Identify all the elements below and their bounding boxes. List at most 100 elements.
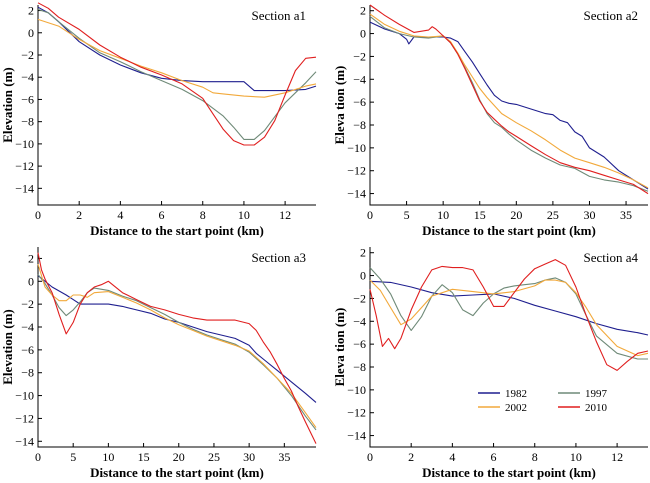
y-tick-label: −2 [353, 49, 366, 63]
axis-frame [37, 247, 316, 448]
y-tick-label: 0 [360, 269, 366, 283]
y-tick-label: −8 [353, 360, 366, 374]
x-tick-label: 10 [437, 208, 449, 222]
y-tick-label: −4 [21, 70, 34, 84]
x-tick-label: 35 [620, 208, 632, 222]
panel-title: Section a4 [583, 250, 638, 265]
x-tick-label: 0 [367, 208, 373, 222]
x-tick-label: 10 [102, 450, 114, 464]
y-tick-label: −4 [21, 320, 34, 334]
series-line-2010 [37, 2, 317, 146]
chart-panel-3: 0 5 10 15 20 25 30 3520−2−4−6−8−10−12−14Distanc… [0, 247, 317, 480]
y-tick-label: −4 [353, 314, 366, 328]
panel-title: Section a3 [251, 250, 306, 265]
y-tick-label: −6 [21, 343, 34, 357]
x-tick-label: 6 [159, 208, 165, 222]
y-tick-label: −2 [353, 291, 366, 305]
series-line-2010 [37, 252, 317, 444]
x-tick-label: 8 [200, 208, 206, 222]
series-line-2002 [37, 18, 317, 98]
axis-frame [37, 5, 316, 206]
y-tick-label: −10 [15, 137, 34, 151]
chart-panel-1: 0 2 4 6 8 10 12 2 0 −2 −4 −6 −8 −10 −12 −14 Distance to … [0, 2, 317, 238]
y-tick-label: −10 [347, 383, 366, 397]
x-tick-label: 25 [208, 450, 220, 464]
x-tick-label: 35 [278, 450, 290, 464]
axis-frame [369, 247, 648, 448]
y-axis-label: Elevation (m) [0, 309, 15, 384]
legend-label-1997: 1997 [585, 388, 608, 400]
x-tick-label: 10 [238, 208, 250, 222]
x-tick-label: 15 [474, 208, 486, 222]
series-line-2010 [369, 259, 649, 371]
y-tick-label: −12 [347, 406, 366, 420]
x-tick-label: 4 [117, 208, 123, 222]
x-axis-label: Distance to the start point (km) [90, 465, 264, 480]
series-line-1982 [369, 280, 649, 336]
x-tick-label: 5 [70, 450, 76, 464]
x-tick-label: 25 [547, 208, 559, 222]
x-tick-label: 2 [408, 450, 414, 464]
y-tick-label: −14 [15, 181, 34, 195]
y-tick-label: −2 [21, 48, 34, 62]
y-tick-label: −6 [353, 95, 366, 109]
x-tick-label: 10 [570, 450, 582, 464]
x-tick-label: 0 [35, 208, 41, 222]
y-tick-label: −2 [21, 297, 34, 311]
y-tick-label: −12 [15, 159, 34, 173]
y-tick-label: 2 [28, 4, 34, 18]
y-tick-label: −6 [353, 337, 366, 351]
y-tick-label: 2 [28, 251, 34, 265]
y-axis-label: Eleva tion (m) [332, 308, 347, 387]
y-tick-label: 2 [360, 246, 366, 260]
series-line-1997 [37, 8, 317, 140]
y-axis-label: Eleva tion (m) [332, 66, 347, 145]
series-line-2002 [369, 13, 649, 189]
series-line-2002 [369, 279, 649, 357]
legend-label-2010: 2010 [585, 402, 608, 414]
panel-title: Section a2 [583, 8, 638, 23]
y-tick-label: 0 [360, 27, 366, 41]
y-tick-label: 2 [360, 4, 366, 18]
x-tick-label: 20 [173, 450, 185, 464]
y-tick-label: −14 [347, 429, 366, 443]
x-tick-label: 12 [611, 450, 623, 464]
y-tick-label: −14 [347, 187, 366, 201]
y-tick-label: −8 [21, 366, 34, 380]
x-tick-label: 0 [35, 450, 41, 464]
x-tick-label: 6 [491, 450, 497, 464]
series-line-1997 [369, 15, 649, 192]
legend-label-2002: 2002 [505, 402, 527, 414]
x-tick-label: 15 [138, 450, 150, 464]
x-tick-label: 2 [76, 208, 82, 222]
y-tick-label: −10 [347, 141, 366, 155]
chart-panel-4: 0 2 4 6 8 10 12 2 0 −2 −4 −6 −8 −10 −12 −14 Distance to … [332, 246, 649, 480]
series-line-2002 [37, 263, 317, 428]
legend-label-1982: 1982 [505, 388, 527, 400]
y-tick-label: −8 [21, 115, 34, 129]
x-axis-label: Distance to the start point (km) [90, 223, 264, 238]
x-tick-label: 20 [510, 208, 522, 222]
series-line-1997 [369, 267, 648, 360]
panel-title: Section a1 [251, 8, 306, 23]
x-tick-label: 0 [367, 450, 373, 464]
chart-panel-2: 0 5 10 15 20 25 30 3520−2−4−6−8−10−12−14Distanc… [332, 4, 649, 238]
y-tick-label: 0 [28, 274, 34, 288]
y-tick-label: −12 [15, 411, 34, 425]
series-line-1997 [37, 274, 317, 431]
y-tick-label: −14 [15, 434, 34, 448]
y-tick-label: −12 [347, 164, 366, 178]
y-tick-label: −4 [353, 72, 366, 86]
x-tick-label: 4 [449, 450, 455, 464]
y-tick-label: 0 [28, 26, 34, 40]
y-tick-label: −8 [353, 118, 366, 132]
y-tick-label: −10 [15, 389, 34, 403]
x-axis-label: Distance to the start point (km) [422, 223, 596, 238]
series-line-2010 [369, 4, 649, 195]
y-axis-label: Elevation (m) [0, 67, 15, 142]
series-line-1982 [369, 21, 649, 190]
x-tick-label: 5 [404, 208, 410, 222]
legend: 1982 1997 2002 2010 [478, 388, 608, 414]
x-tick-label: 8 [532, 450, 538, 464]
